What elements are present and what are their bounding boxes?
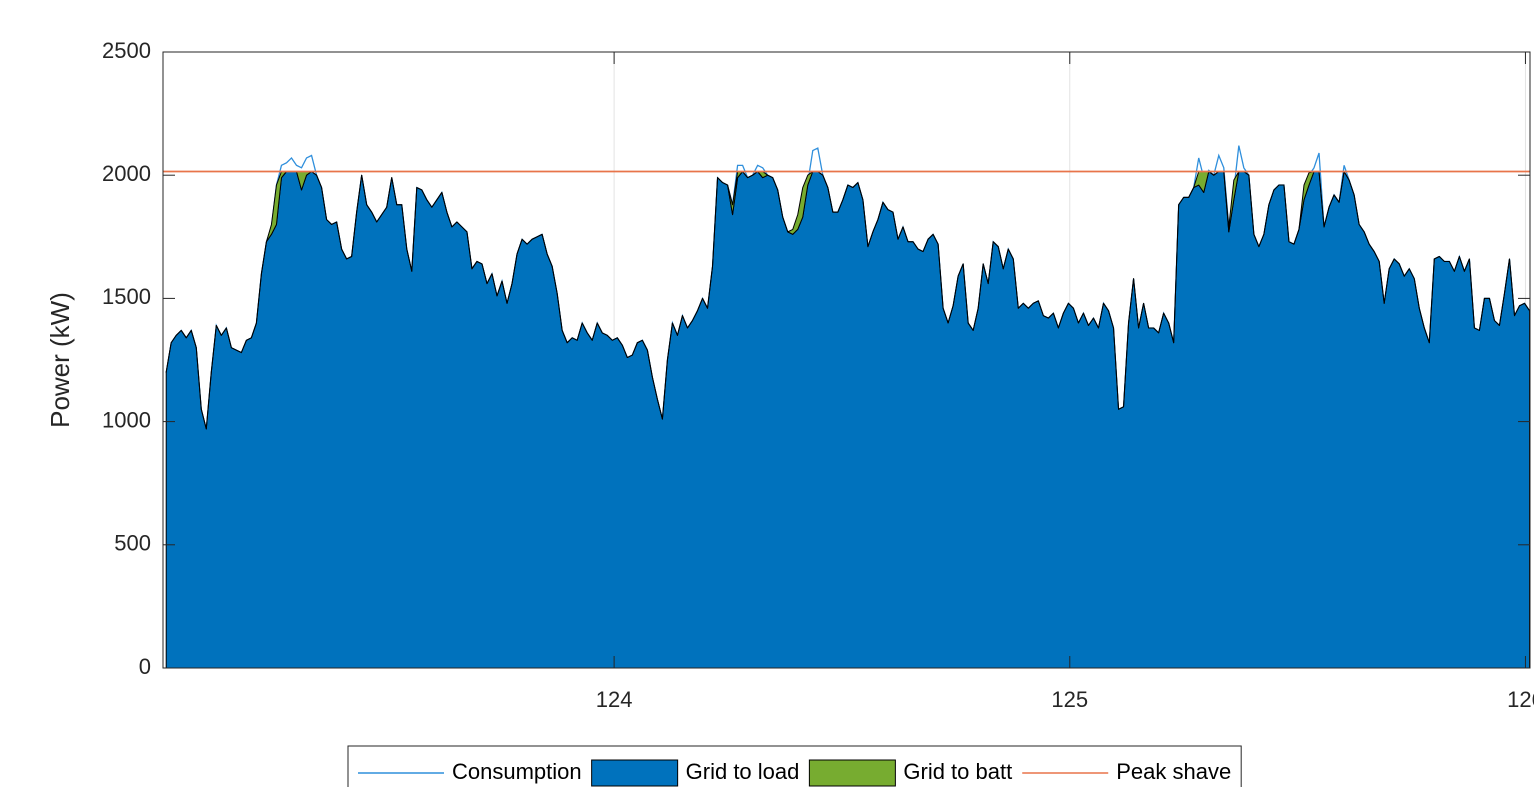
axes-box xyxy=(162,51,1531,669)
y-tick-label: 1000 xyxy=(102,407,151,432)
y-tick-label: 2000 xyxy=(102,161,151,186)
x-tick-label: 125 xyxy=(1051,687,1088,712)
y-tick-label: 2500 xyxy=(102,38,151,63)
plot-area xyxy=(163,145,1530,668)
legend-label: Consumption xyxy=(452,759,582,784)
y-tick-label: 1500 xyxy=(102,284,151,309)
legend-swatch xyxy=(591,759,679,787)
y-axis-label: Power (kW) xyxy=(45,292,75,428)
legend-label: Grid to load xyxy=(686,759,800,784)
x-tick-label: 124 xyxy=(596,687,633,712)
series-area xyxy=(165,171,1530,668)
legend-swatch xyxy=(808,759,896,787)
y-tick-label: 500 xyxy=(114,531,151,556)
legend-label: Grid to batt xyxy=(903,759,1012,784)
x-tick-label: 126 xyxy=(1507,687,1534,712)
y-tick-label: 0 xyxy=(139,654,151,679)
legend: Consumption Grid to load Grid to batt Peak … xyxy=(347,745,1242,787)
legend-label: Peak shave xyxy=(1116,759,1231,784)
legend-box xyxy=(347,745,1242,787)
